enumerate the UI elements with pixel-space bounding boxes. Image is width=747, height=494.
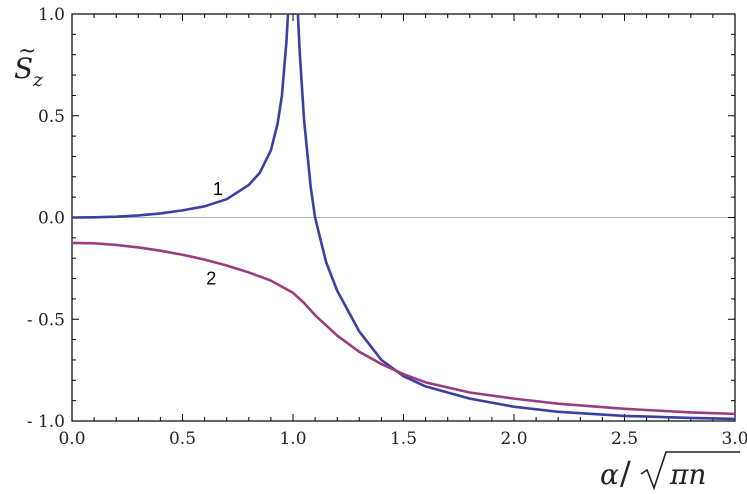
y-axis-title-tilde: ~ bbox=[18, 39, 36, 64]
curve-label-2: 2 bbox=[206, 269, 216, 289]
x-axis-title-sqrt-sign bbox=[640, 451, 740, 491]
y-tick-label: - 0.5 bbox=[27, 310, 65, 330]
x-tick-label: 3.0 bbox=[721, 429, 747, 449]
x-axis-title-alpha: α bbox=[600, 458, 619, 491]
curve-labels: 12 bbox=[206, 179, 223, 289]
y-tick-label: 1.0 bbox=[38, 5, 65, 25]
x-tick-label: 1.5 bbox=[390, 429, 417, 449]
series-line-1 bbox=[72, 14, 290, 219]
y-axis-title-s: S bbox=[14, 52, 33, 85]
curve-label-1: 1 bbox=[213, 179, 223, 199]
x-tick-label: 0.5 bbox=[169, 429, 196, 449]
y-tick-label: 0.0 bbox=[38, 209, 65, 229]
series-line-1 bbox=[296, 14, 735, 421]
y-tick-label: - 1.0 bbox=[27, 412, 65, 432]
ticks bbox=[71, 13, 736, 422]
x-tick-label: 2.0 bbox=[500, 429, 527, 449]
y-axis-title: S ~ z bbox=[14, 39, 44, 91]
series-line-2 bbox=[72, 241, 735, 416]
x-tick-label: 0.0 bbox=[58, 429, 85, 449]
x-axis-title-pi-n: πn bbox=[669, 458, 706, 491]
y-axis-title-sub: z bbox=[32, 69, 44, 91]
x-tick-label: 2.5 bbox=[611, 429, 638, 449]
x-axis-title-slash: / bbox=[620, 454, 631, 492]
tick-labels: 0.0 0.5 1.0 1.5 2.0 2.5 3.0 1.0 0.5 0.0 - 0.5 - 1.0 bbox=[27, 5, 747, 449]
x-axis-title: α / πn bbox=[600, 451, 740, 492]
series-layer bbox=[72, 14, 735, 421]
y-tick-label: 0.5 bbox=[38, 107, 65, 127]
x-tick-label: 1.0 bbox=[279, 429, 306, 449]
